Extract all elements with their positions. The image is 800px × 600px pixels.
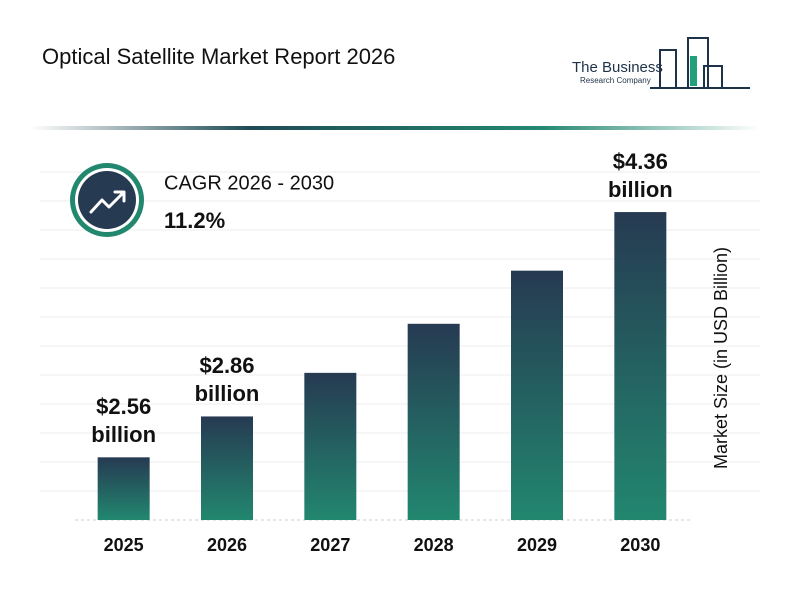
x-tick-label: 2028 bbox=[414, 535, 454, 555]
logo-line1: The Business bbox=[572, 59, 663, 76]
x-tick-label: 2029 bbox=[517, 535, 557, 555]
value-label: $4.36 billion bbox=[607, 149, 673, 203]
cagr-label: CAGR 2026 - 2030 bbox=[164, 172, 334, 194]
divider bbox=[30, 126, 760, 130]
cagr-badge bbox=[70, 163, 144, 237]
cagr-value: 11.2% bbox=[164, 208, 225, 233]
logo-line2: Research Company bbox=[580, 76, 651, 85]
x-tick-label: 2026 bbox=[207, 535, 247, 555]
bar bbox=[511, 270, 563, 520]
bar bbox=[304, 372, 357, 520]
x-tick-label: 2027 bbox=[310, 535, 350, 555]
x-tick-label: 2025 bbox=[104, 535, 144, 555]
value-label: $2.56 billion bbox=[91, 394, 157, 448]
bar bbox=[614, 212, 667, 520]
title: Optical Satellite Market Report 2026 bbox=[42, 44, 395, 69]
logo: The Business Research Company bbox=[572, 37, 750, 89]
value-label: $2.86 billion bbox=[194, 353, 260, 407]
bar bbox=[407, 323, 460, 520]
y-axis-label: Market Size (in USD Billion) bbox=[711, 247, 731, 469]
bar bbox=[201, 416, 253, 520]
x-tick-label: 2030 bbox=[620, 535, 660, 555]
bar bbox=[97, 457, 150, 520]
